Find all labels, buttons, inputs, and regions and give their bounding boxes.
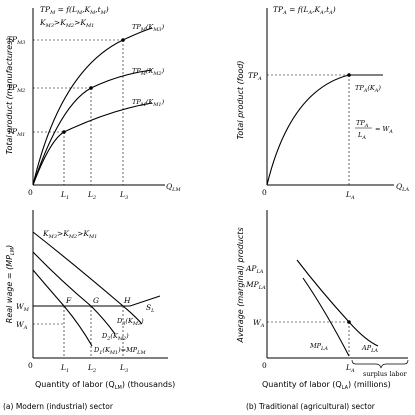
caption-b: (b) Traditional (agricultural) sector bbox=[246, 402, 376, 411]
b-top-ytick-tpa: TPA bbox=[248, 71, 262, 82]
a-top-ytick-tpm1: TPM1 bbox=[7, 127, 25, 138]
surplus-labor-brace bbox=[351, 359, 409, 369]
demand-curve-d1 bbox=[32, 269, 93, 347]
b-bot-origin: 0 bbox=[262, 361, 267, 370]
a-top-curve-label-km1: TPM(KM1) bbox=[132, 98, 165, 108]
a-bot-y-axis-label: Real wage = (MPLM) bbox=[5, 245, 16, 323]
a-top-ytick-tpm2: TPM2 bbox=[7, 83, 25, 94]
b-top-xtick-la: LA bbox=[345, 190, 355, 201]
tp-curve-km1 bbox=[32, 102, 153, 186]
tp-point-l1 bbox=[62, 130, 66, 134]
demand-label-d1: D1(KM1)=MPLM bbox=[93, 346, 146, 356]
point-h: H bbox=[123, 296, 131, 305]
a-top-guides bbox=[33, 39, 124, 185]
surplus-labor-label: surplus labor bbox=[363, 370, 407, 378]
svg-text:TPA: TPA bbox=[356, 119, 369, 129]
b-bot-ytick-mpla: MPLA bbox=[245, 280, 266, 291]
caption-a: (a) Modern (industrial) sector bbox=[3, 402, 114, 411]
a-top-curve-label-km2: TPM(KM2) bbox=[132, 67, 165, 77]
panel-a-bottom: KM3>KM2>KM1 Real wage = (MPLM) F G H SL … bbox=[5, 210, 175, 391]
b-top-guides bbox=[267, 74, 350, 185]
avg-product-ratio: TPA LA = WA bbox=[355, 119, 393, 141]
b-top-origin: 0 bbox=[262, 188, 267, 197]
a-bot-ytick-wa: WA bbox=[16, 320, 28, 331]
wa-point bbox=[347, 320, 351, 324]
a-bot-origin: 0 bbox=[28, 361, 33, 370]
a-bot-x-axis-label: Quantity of labor (QLM) (thousands) bbox=[35, 380, 175, 391]
b-bot-x-axis-label: Quantity of labor (QLA) (millions) bbox=[262, 380, 391, 391]
a-bot-xtick-l1: L1 bbox=[60, 363, 69, 374]
b-bot-ytick-apla: APLA bbox=[245, 264, 264, 275]
a-bot-ytick-wm: WM bbox=[16, 302, 30, 313]
b-top-equation: TPA = f(LA,KA,tA) bbox=[273, 5, 336, 16]
a-top-origin: 0 bbox=[28, 188, 33, 197]
a-top-xtick-l2: L2 bbox=[87, 190, 96, 201]
b-bot-ytick-wa: WA bbox=[253, 318, 265, 329]
demand-curve-d3 bbox=[32, 231, 143, 325]
b-top-y-axis-label: Total product (food) bbox=[236, 60, 245, 139]
mp-la-label: MPLA bbox=[309, 342, 328, 352]
a-bot-xtick-l2: L2 bbox=[87, 363, 96, 374]
b-bot-guides bbox=[267, 321, 350, 358]
b-top-curve-label: TPA(KA) bbox=[355, 84, 381, 94]
demand-label-d2: D2(KM2) bbox=[101, 332, 129, 342]
a-top-ordering: KM3>KM2>KM1 bbox=[39, 18, 94, 29]
a-top-ytick-tpm3: TPM3 bbox=[7, 35, 25, 46]
a-top-x-axis-label: QLM bbox=[166, 182, 181, 193]
b-bot-xtick-la: LA bbox=[345, 363, 355, 374]
a-bot-guides bbox=[33, 306, 124, 358]
ap-la-label: APLA bbox=[361, 344, 378, 354]
tp-point-l2 bbox=[89, 86, 93, 90]
point-f: F bbox=[65, 296, 72, 305]
a-bot-ordering: KM3>KM2>KM1 bbox=[42, 229, 97, 240]
panel-a-top: TPM = f(LM,KM,tM) KM3>KM2>KM1 Total prod… bbox=[5, 5, 181, 201]
supply-label: SL bbox=[146, 303, 155, 314]
svg-text:= WA: = WA bbox=[375, 125, 393, 135]
tp-curve-km3 bbox=[32, 27, 153, 186]
a-top-xtick-l3: L3 bbox=[119, 190, 128, 201]
b-top-x-axis-label: QLA bbox=[396, 182, 409, 193]
tp-food-point bbox=[347, 73, 351, 77]
demand-curve-d2 bbox=[32, 251, 116, 335]
a-top-equation: TPM = f(LM,KM,tM) bbox=[40, 5, 109, 16]
svg-text:LA: LA bbox=[357, 131, 366, 141]
point-g: G bbox=[93, 296, 99, 305]
panel-b-top: TPA = f(LA,KA,tA) Total product (food) T… bbox=[236, 5, 409, 201]
a-top-curve-label-km3: TPM(KM3) bbox=[132, 23, 165, 33]
a-top-y-axis-label: Total product (manufactures) bbox=[5, 38, 14, 155]
mp-la-curve bbox=[302, 277, 350, 357]
a-bot-xtick-l3: L3 bbox=[119, 363, 128, 374]
a-top-xtick-l1: L1 bbox=[60, 190, 69, 201]
labor-supply-curve bbox=[33, 295, 161, 307]
tp-point-l3 bbox=[121, 38, 125, 42]
ap-la-curve bbox=[296, 259, 379, 347]
b-bot-y-axis-label: Average (marginal) products bbox=[236, 227, 245, 343]
tp-food-curve bbox=[266, 74, 383, 186]
demand-label-d3: D3(KM3) bbox=[116, 317, 144, 327]
panel-b-bottom: Average (marginal) products APLA MPLA WA… bbox=[236, 210, 409, 391]
